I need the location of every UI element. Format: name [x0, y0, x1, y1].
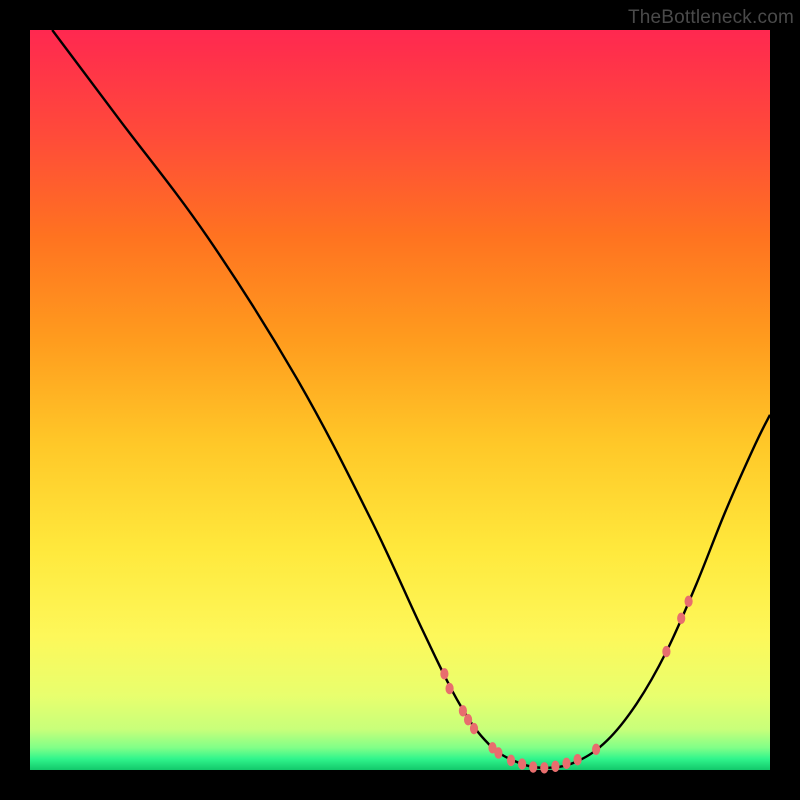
marker-dot — [685, 596, 692, 606]
marker-dot — [574, 754, 581, 764]
marker-dot — [530, 762, 537, 772]
watermark-label: TheBottleneck.com — [628, 7, 794, 29]
marker-dot — [519, 759, 526, 769]
marker-dot — [470, 723, 477, 733]
marker-dot — [495, 748, 502, 758]
chart-frame: TheBottleneck.com — [0, 0, 800, 800]
marker-dot — [541, 763, 548, 773]
chart-svg — [0, 0, 800, 800]
marker-dot — [441, 669, 448, 679]
marker-dot — [678, 613, 685, 623]
marker-dot — [464, 714, 471, 724]
marker-dot — [663, 646, 670, 656]
marker-dot — [446, 683, 453, 693]
marker-dot — [563, 758, 570, 768]
marker-dot — [593, 744, 600, 754]
marker-dot — [507, 755, 514, 765]
marker-dot — [459, 706, 466, 716]
plot-background — [30, 30, 770, 770]
marker-dot — [552, 761, 559, 771]
